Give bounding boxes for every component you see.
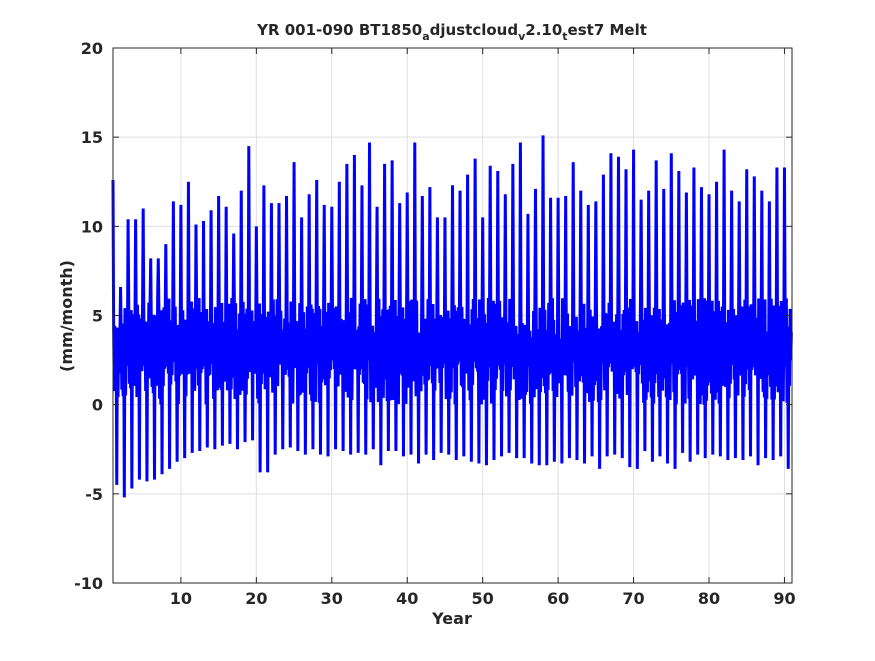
y-tick-label: 0 [92,396,103,415]
series-layer [111,135,793,498]
y-axis-label: (mm/month) [57,260,76,372]
x-tick-label: 70 [622,589,644,608]
x-tick-label: 30 [321,589,343,608]
chart-title: YR 001-090 BT1850adjustcloudv2.10test7 M… [256,21,647,43]
x-tick-label: 20 [245,589,267,608]
x-axis-label: Year [431,609,472,628]
series-line [111,135,793,498]
x-tick-label: 40 [396,589,418,608]
y-tick-label: 5 [92,307,103,326]
y-tick-label: 15 [81,128,103,147]
y-tick-label: -5 [85,485,103,504]
y-tick-label: 10 [81,217,103,236]
x-tick-label: 60 [547,589,569,608]
x-tick-label: 90 [773,589,795,608]
x-tick-label: 10 [170,589,192,608]
y-axis-ticks: -10 -5 0 5 10 15 20 [74,39,792,593]
y-tick-label: 20 [81,39,103,58]
x-tick-label: 80 [698,589,720,608]
x-tick-label: 50 [472,589,494,608]
y-tick-label: -10 [74,574,103,593]
x-axis-ticks: 10 20 30 40 50 60 70 80 90 [170,48,796,608]
